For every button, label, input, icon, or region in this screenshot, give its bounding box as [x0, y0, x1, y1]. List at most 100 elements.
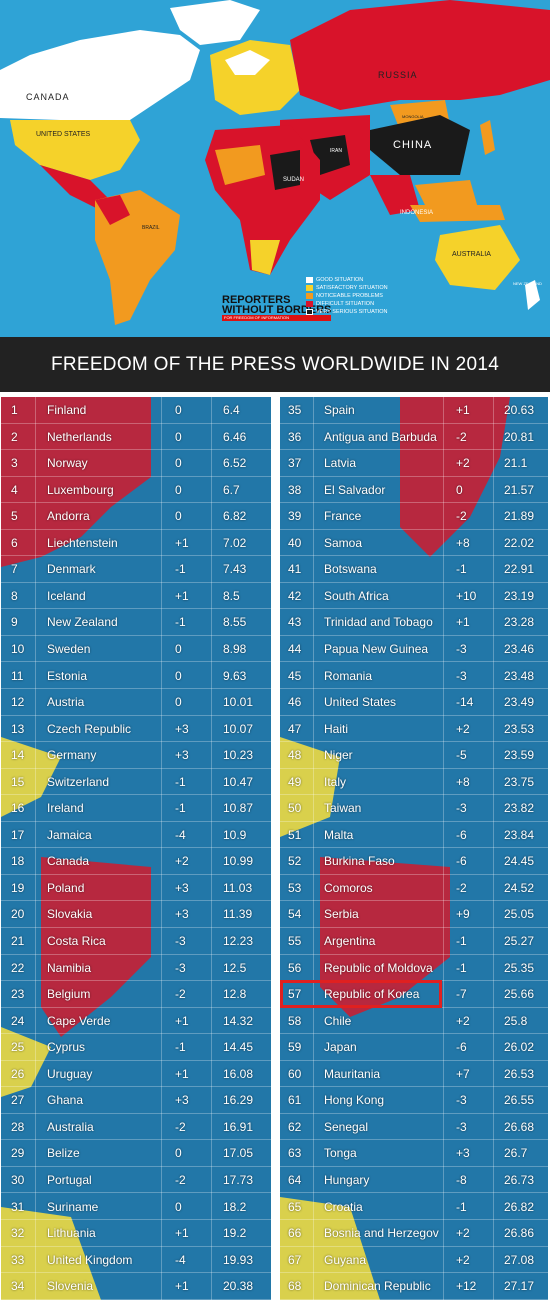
- table-row: 58 Chile +2 25.8: [280, 1008, 548, 1035]
- map-label-sudan: SUDAN: [283, 177, 305, 183]
- table-row: 56 Republic of Moldova -1 25.35: [280, 955, 548, 982]
- score-cell: 27.08: [504, 1252, 535, 1267]
- change-cell: -1: [175, 615, 186, 630]
- score-cell: 7.02: [223, 535, 247, 550]
- table-row: 43 Trinidad and Tobago +1 23.28: [280, 609, 548, 636]
- change-cell: +9: [456, 907, 470, 922]
- country-cell: Chile: [324, 1013, 352, 1028]
- change-cell: -2: [456, 509, 467, 524]
- rank-cell: 62: [288, 1119, 302, 1134]
- table-row: 2 Netherlands 0 6.46: [1, 424, 271, 451]
- change-cell: -1: [175, 801, 186, 816]
- table-row: 14 Germany +3 10.23: [1, 742, 271, 769]
- country-cell: Australia: [47, 1119, 94, 1134]
- score-cell: 19.93: [223, 1252, 254, 1267]
- rank-cell: 66: [288, 1226, 302, 1241]
- change-cell: 0: [456, 482, 463, 497]
- score-cell: 25.27: [504, 934, 535, 948]
- table-row: 30 Portugal -2 17.73: [1, 1167, 271, 1194]
- legend-item: NOTICEABLE PROBLEMS: [306, 292, 388, 300]
- country-cell: Finland: [47, 403, 87, 417]
- change-cell: -1: [175, 1040, 186, 1055]
- score-cell: 11.03: [223, 880, 253, 895]
- change-cell: +3: [456, 1146, 470, 1161]
- score-cell: 23.19: [504, 588, 535, 603]
- table-row: 44 Papua New Guinea -3 23.46: [280, 636, 548, 663]
- europe-shape: [210, 40, 300, 115]
- rank-cell: 20: [11, 907, 25, 922]
- change-cell: -3: [175, 934, 186, 948]
- change-cell: -1: [456, 562, 467, 577]
- change-cell: +7: [456, 1066, 470, 1081]
- change-cell: -2: [175, 987, 186, 1002]
- table-row: 6 Liechtenstein +1 7.02: [1, 530, 271, 557]
- table-row: 53 Comoros -2 24.52: [280, 875, 548, 902]
- rank-cell: 29: [11, 1146, 25, 1161]
- rank-cell: 11: [11, 668, 24, 683]
- table-row: 29 Belize 0 17.05: [1, 1140, 271, 1167]
- change-cell: -3: [456, 1119, 467, 1134]
- rank-cell: 67: [288, 1252, 302, 1267]
- rank-cell: 27: [11, 1093, 25, 1108]
- country-cell: Slovenia: [47, 1279, 94, 1294]
- country-cell: United Kingdom: [47, 1252, 133, 1267]
- table-row: 20 Slovakia +3 11.39: [1, 901, 271, 928]
- country-cell: Samoa: [324, 535, 363, 550]
- country-cell: Argentina: [324, 934, 376, 948]
- country-cell: Iceland: [47, 588, 86, 603]
- score-cell: 25.66: [504, 987, 535, 1002]
- rank-cell: 39: [288, 509, 302, 524]
- rank-cell: 4: [11, 482, 18, 497]
- score-cell: 17.05: [223, 1146, 254, 1161]
- map-label-mongolia: MONGOLIA: [402, 114, 424, 119]
- change-cell: +3: [175, 748, 189, 763]
- change-cell: +1: [175, 1279, 189, 1294]
- country-cell: Republic of Korea: [324, 987, 420, 1002]
- rank-cell: 2: [11, 429, 18, 444]
- country-cell: Haiti: [324, 721, 349, 736]
- table-row: 59 Japan -6 26.02: [280, 1034, 548, 1061]
- map-label-canada: CANADA: [26, 92, 70, 102]
- change-cell: -4: [175, 1252, 186, 1267]
- score-cell: 26.82: [504, 1199, 535, 1214]
- change-cell: +3: [175, 880, 189, 895]
- table-row: 68 Dominican Republic +12 27.17: [280, 1273, 548, 1300]
- change-cell: +1: [175, 1013, 189, 1028]
- south-america-shape: [95, 190, 180, 325]
- country-cell: Uruguay: [47, 1066, 93, 1081]
- country-cell: Dominican Republic: [324, 1279, 431, 1294]
- map-legend: GOOD SITUATION SATISFACTORY SITUATION NO…: [306, 276, 388, 316]
- australia-shape: [435, 225, 520, 290]
- score-cell: 23.82: [504, 801, 535, 816]
- country-cell: Luxembourg: [47, 482, 114, 497]
- table-row: 1 Finland 0 6.4: [1, 397, 271, 424]
- score-cell: 23.53: [504, 721, 535, 736]
- change-cell: +2: [456, 721, 470, 736]
- score-cell: 23.46: [504, 641, 535, 656]
- country-cell: Burkina Faso: [324, 854, 395, 869]
- table-row: 11 Estonia 0 9.63: [1, 663, 271, 689]
- rank-cell: 51: [288, 827, 302, 842]
- change-cell: -6: [456, 827, 467, 842]
- score-cell: 26.68: [504, 1119, 535, 1134]
- country-cell: Andorra: [47, 509, 90, 524]
- rank-cell: 47: [288, 721, 302, 736]
- table-row: 48 Niger -5 23.59: [280, 742, 548, 769]
- table-row: 24 Cape Verde +1 14.32: [1, 1008, 271, 1035]
- country-cell: Papua New Guinea: [324, 641, 429, 656]
- change-cell: 0: [175, 1199, 182, 1214]
- rank-cell: 13: [11, 721, 25, 736]
- score-cell: 12.5: [223, 960, 247, 975]
- table-row: 38 El Salvador 0 21.57: [280, 477, 548, 504]
- rank-cell: 26: [11, 1066, 25, 1081]
- table-row: 8 Iceland +1 8.5: [1, 583, 271, 610]
- rank-cell: 18: [11, 854, 25, 869]
- country-cell: Austria: [47, 695, 85, 710]
- rank-cell: 59: [288, 1040, 302, 1055]
- score-cell: 17.73: [223, 1172, 254, 1187]
- table-row: 10 Sweden 0 8.98: [1, 636, 271, 663]
- legend-item: SATISFACTORY SITUATION: [306, 284, 388, 292]
- korea-highlight-box: [280, 980, 442, 1008]
- country-cell: United States: [324, 695, 397, 710]
- score-cell: 10.47: [223, 774, 254, 789]
